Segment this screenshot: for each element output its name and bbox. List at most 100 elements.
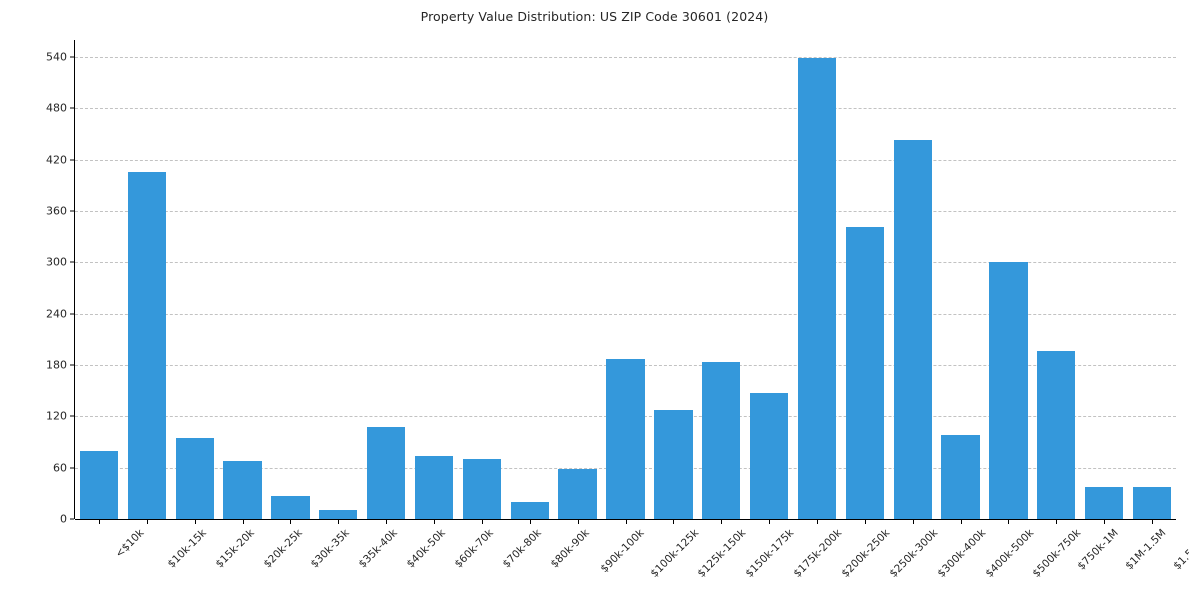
x-tick-label: $15k-20k (213, 527, 257, 571)
x-tick-mark (912, 520, 914, 524)
y-tick-mark (70, 518, 74, 520)
y-tick-mark (70, 415, 74, 417)
bar (654, 409, 693, 519)
x-tick-mark (386, 520, 388, 524)
y-tick-label: 0 (60, 512, 67, 526)
bar (223, 460, 262, 519)
x-tick-mark (816, 520, 818, 524)
y-tick-label: 540 (46, 50, 67, 64)
bar (989, 262, 1028, 519)
y-tick-mark (70, 159, 74, 161)
bar (893, 140, 932, 519)
x-tick-mark (864, 520, 866, 524)
x-tick-label: $125k-150k (695, 527, 749, 580)
x-tick-mark (481, 520, 483, 524)
x-tick-mark (1152, 520, 1154, 524)
bar (749, 393, 789, 519)
x-tick-label: $1.5M-2M (1171, 527, 1189, 573)
bar (127, 171, 166, 519)
bar (941, 435, 980, 519)
x-tick-label: $200k-250k (839, 527, 893, 580)
x-tick-mark (242, 520, 244, 524)
y-tick-mark (70, 467, 74, 469)
x-tick-label: $35k-40k (356, 527, 401, 571)
gridline (75, 159, 1176, 161)
y-tick-mark (70, 210, 74, 212)
x-tick-mark (146, 520, 148, 524)
bar (319, 510, 358, 519)
chart-title: Property Value Distribution: US ZIP Code… (420, 9, 769, 24)
bar (175, 437, 214, 519)
x-tick-mark (98, 520, 100, 524)
y-tick-mark (70, 261, 74, 263)
y-tick-label: 120 (46, 409, 67, 423)
x-tick-label: $40k-50k (404, 527, 448, 571)
x-tick-mark (1008, 520, 1010, 524)
x-tick-mark (434, 520, 436, 524)
y-tick-mark (70, 56, 74, 58)
bar (1132, 487, 1172, 519)
bar (510, 501, 549, 519)
y-tick-mark (70, 313, 74, 315)
x-tick-label: $70k-80k (500, 527, 544, 571)
x-tick-mark (673, 520, 675, 524)
bar (79, 450, 119, 519)
x-tick-label: $90k-100k (598, 527, 647, 576)
y-tick-mark (70, 364, 74, 366)
bar (845, 227, 884, 519)
x-tick-mark (625, 520, 627, 524)
x-tick-mark (769, 520, 771, 524)
bar (606, 359, 645, 519)
bar (462, 459, 502, 519)
x-tick-label: $300k-400k (935, 527, 988, 580)
y-tick-label: 180 (46, 358, 67, 372)
bar (1085, 487, 1124, 519)
x-tick-mark (577, 520, 579, 524)
x-tick-mark (194, 520, 196, 524)
y-tick-label: 240 (46, 307, 67, 321)
x-tick-label: $100k-125k (647, 527, 701, 580)
y-tick-label: 420 (46, 153, 67, 167)
x-tick-label: $20k-25k (260, 527, 305, 571)
x-tick-mark (1056, 520, 1058, 524)
plot-area (75, 40, 1176, 519)
gridline (75, 313, 1176, 315)
x-tick-mark (960, 520, 962, 524)
x-tick-label: $30k-35k (308, 527, 353, 571)
y-tick-label: 300 (46, 255, 67, 269)
x-tick-label: $175k-200k (791, 527, 845, 580)
bar (271, 495, 310, 519)
x-tick-label: $1M-1.5M (1123, 527, 1169, 573)
x-axis-spine (75, 519, 1176, 520)
x-tick-mark (721, 520, 723, 524)
bar (367, 427, 406, 519)
y-tick-label: 60 (53, 461, 67, 475)
x-tick-mark (529, 520, 531, 524)
y-tick-label: 360 (46, 204, 67, 218)
x-tick-label: $150k-175k (743, 527, 797, 580)
x-tick-mark (1104, 520, 1106, 524)
x-tick-mark (338, 520, 340, 524)
x-tick-label: $60k-70k (452, 527, 496, 571)
bar (414, 455, 454, 519)
x-tick-label: $80k-90k (548, 527, 592, 571)
bar (558, 468, 597, 519)
bar (702, 361, 741, 519)
x-tick-label: $500k-750k (1030, 527, 1084, 580)
x-tick-mark (290, 520, 292, 524)
x-tick-label: $250k-300k (887, 527, 941, 580)
x-tick-label: $400k-500k (982, 527, 1036, 580)
y-tick-label: 480 (46, 101, 67, 115)
bar (797, 57, 837, 519)
gridline (75, 262, 1176, 264)
gridline (75, 211, 1176, 213)
gridline (75, 57, 1176, 59)
plot-inner (75, 40, 1176, 519)
x-tick-label: $10k-15k (165, 527, 209, 571)
y-axis-spine (74, 40, 75, 519)
y-tick-mark (70, 107, 74, 109)
gridline (75, 108, 1176, 110)
bar (1037, 351, 1076, 519)
x-tick-label: <$10k (113, 527, 147, 561)
